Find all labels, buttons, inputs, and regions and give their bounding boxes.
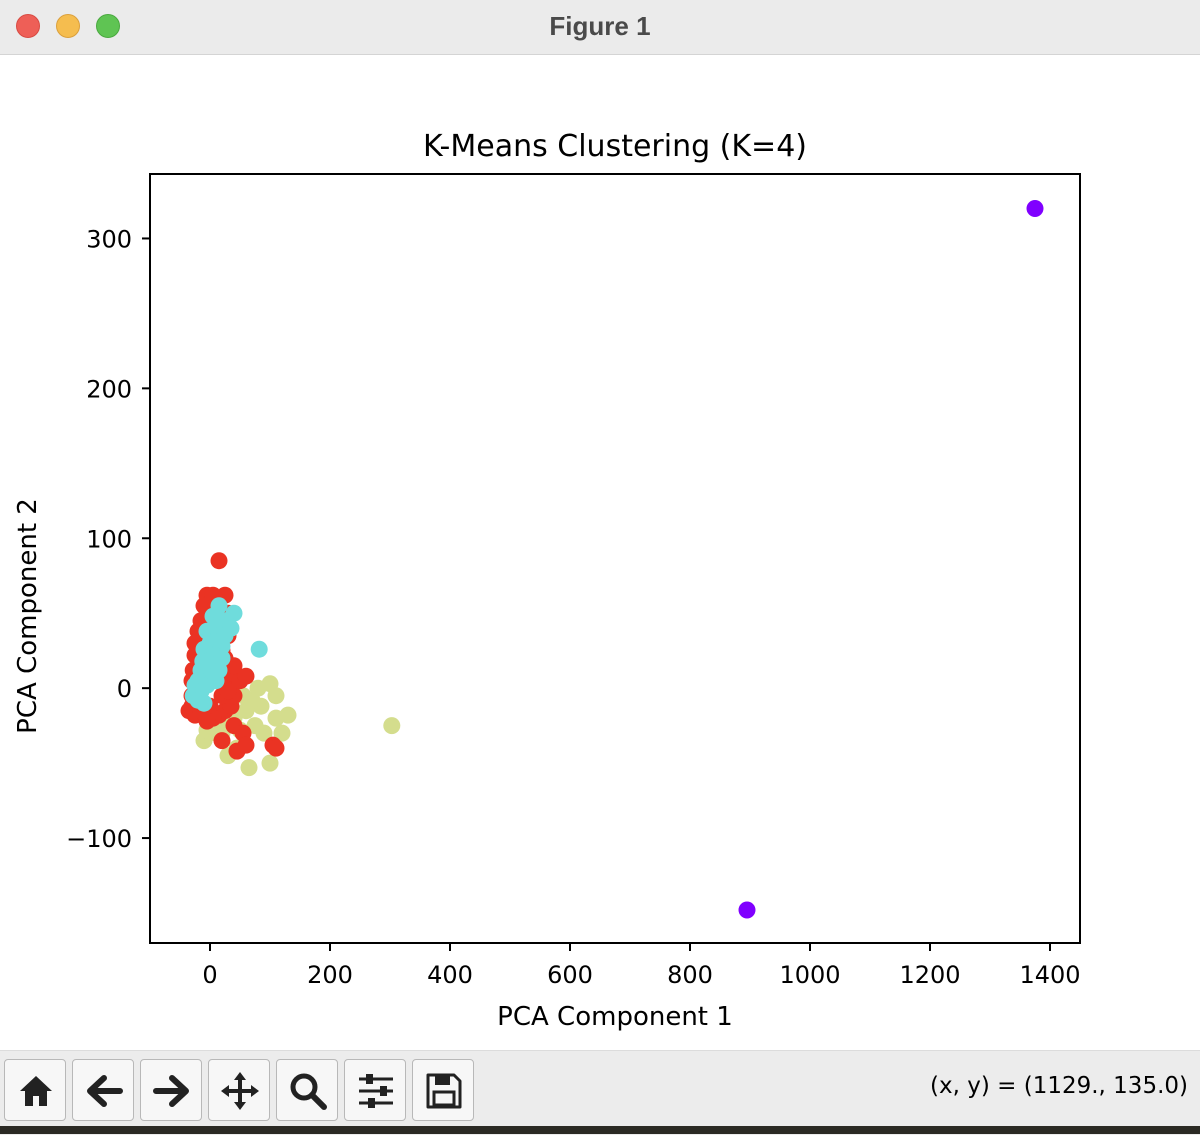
close-window-button[interactable] [16,14,40,38]
scatter-point-cluster-1 [267,687,285,705]
move-icon [221,1072,259,1110]
x-tick-label: 200 [307,961,353,989]
minimize-window-button[interactable] [56,14,80,38]
back-button[interactable] [72,1059,134,1121]
floppy-disk-icon [426,1073,462,1109]
home-icon [20,1076,52,1106]
y-tick-label: −100 [66,825,132,853]
y-tick-label: 100 [86,525,132,553]
x-axis-label: PCA Component 1 [497,1002,733,1032]
x-tick-label: 1400 [1019,961,1080,989]
sliders-icon [359,1074,393,1108]
scatter-point-cluster-1 [273,724,291,742]
x-tick-label: 600 [547,961,593,989]
scatter-point-cluster-1 [267,709,285,727]
x-tick-label: 0 [202,961,217,989]
scatter-point-cluster-2 [219,682,237,700]
data-points [180,200,1044,919]
scatter-point-cluster-1 [255,724,273,742]
window-title: Figure 1 [549,11,651,41]
pan-button[interactable] [208,1059,270,1121]
x-tick-label: 1200 [899,961,960,989]
y-axis-label: PCA Component 2 [13,498,43,734]
x-tick-label: 1000 [779,961,840,989]
title-bar: Figure 1 [0,0,1200,55]
axis-ticks: 0 200 400 600 800 1000 1200 1400 −100 0 100 200 300 [66,225,1080,989]
scatter-chart[interactable]: K-Means Clustering (K=4) PCA Component 1… [0,55,1200,1050]
arrow-right-icon [153,1075,189,1107]
scatter-point-cluster-2 [198,712,216,730]
save-button[interactable] [412,1059,474,1121]
zoom-button[interactable] [276,1059,338,1121]
x-tick-label: 400 [427,961,473,989]
scatter-point-cluster-2 [210,552,228,570]
scatter-point-cluster-3 [213,649,231,667]
y-tick-label: 200 [86,375,132,403]
scatter-point-cluster-3 [195,694,213,712]
navigation-toolbar: (x, y) = (1129., 135.0) [0,1050,1200,1135]
magnifier-icon [290,1073,327,1110]
x-tick-label: 800 [667,961,713,989]
y-tick-label: 300 [86,225,132,253]
maximize-window-button[interactable] [96,14,120,38]
scatter-point-cluster-1 [383,717,401,735]
scatter-point-cluster-2 [213,732,231,750]
axes-frame [149,173,1081,944]
forward-button[interactable] [140,1059,202,1121]
chart-labels: K-Means Clustering (K=4) PCA Component 1… [13,129,807,1032]
y-tick-label: 0 [117,675,132,703]
scatter-point-cluster-0 [1026,200,1044,217]
scatter-point-cluster-2 [237,667,255,685]
scatter-point-cluster-1 [240,759,258,777]
scatter-point-cluster-2 [237,736,255,754]
configure-subplots-button[interactable] [344,1059,406,1121]
scatter-point-cluster-3 [198,652,216,670]
scatter-point-cluster-1 [237,702,255,720]
chart-title: K-Means Clustering (K=4) [423,129,807,164]
scatter-point-cluster-3 [250,640,268,658]
cursor-coordinates: (x, y) = (1129., 135.0) [930,1073,1188,1099]
home-button[interactable] [4,1059,66,1121]
scatter-point-cluster-1 [261,754,279,772]
arrow-left-icon [87,1075,123,1107]
scatter-point-cluster-2 [267,739,285,757]
scatter-point-cluster-3 [216,627,234,645]
desktop-background-strip [0,1126,1200,1134]
scatter-point-cluster-0 [738,901,756,919]
